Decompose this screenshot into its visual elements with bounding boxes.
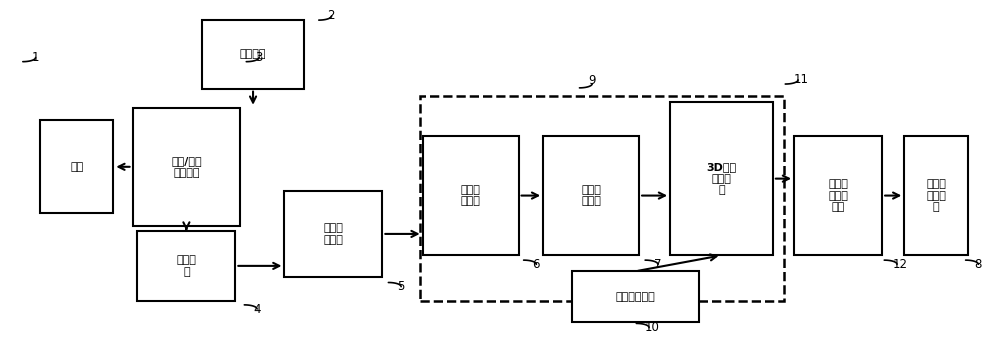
Text: 6: 6 [532, 258, 540, 271]
Bar [794, 136, 882, 255]
Text: 接收电
路: 接收电 路 [176, 255, 196, 277]
Text: 7: 7 [654, 258, 661, 271]
Text: 1: 1 [32, 51, 39, 64]
Text: 发射电路: 发射电路 [240, 49, 266, 59]
Bar [904, 136, 968, 255]
Bar [543, 136, 639, 255]
Text: 波束合
成模块: 波束合 成模块 [323, 223, 343, 245]
Text: 3: 3 [255, 51, 262, 64]
Bar [420, 96, 784, 301]
Text: 视差图
像生成
模块: 视差图 像生成 模块 [828, 179, 848, 212]
Text: 8: 8 [974, 258, 982, 271]
Bar [132, 108, 240, 226]
Bar [202, 20, 304, 89]
Text: 显示屏
显示装
置: 显示屏 显示装 置 [926, 179, 946, 212]
Text: 3D图像
处理模
块: 3D图像 处理模 块 [706, 162, 737, 195]
Text: 发射/接收
选择开关: 发射/接收 选择开关 [171, 156, 202, 177]
Text: 5: 5 [397, 280, 404, 293]
Bar [670, 102, 773, 255]
Text: 人机交互设备: 人机交互设备 [615, 292, 655, 302]
Bar [423, 136, 519, 255]
Bar [572, 271, 699, 322]
Text: 4: 4 [253, 303, 261, 316]
Bar [137, 231, 235, 301]
Text: 2: 2 [328, 10, 335, 22]
Text: 9: 9 [588, 74, 596, 87]
Bar [284, 191, 382, 277]
Text: 信号处
理模块: 信号处 理模块 [461, 185, 481, 206]
Text: 探头: 探头 [70, 162, 83, 172]
Text: 10: 10 [645, 321, 660, 334]
Text: 12: 12 [893, 258, 908, 271]
Text: 11: 11 [794, 73, 809, 86]
Bar [40, 120, 113, 213]
Text: 图像处
理模块: 图像处 理模块 [581, 185, 601, 206]
